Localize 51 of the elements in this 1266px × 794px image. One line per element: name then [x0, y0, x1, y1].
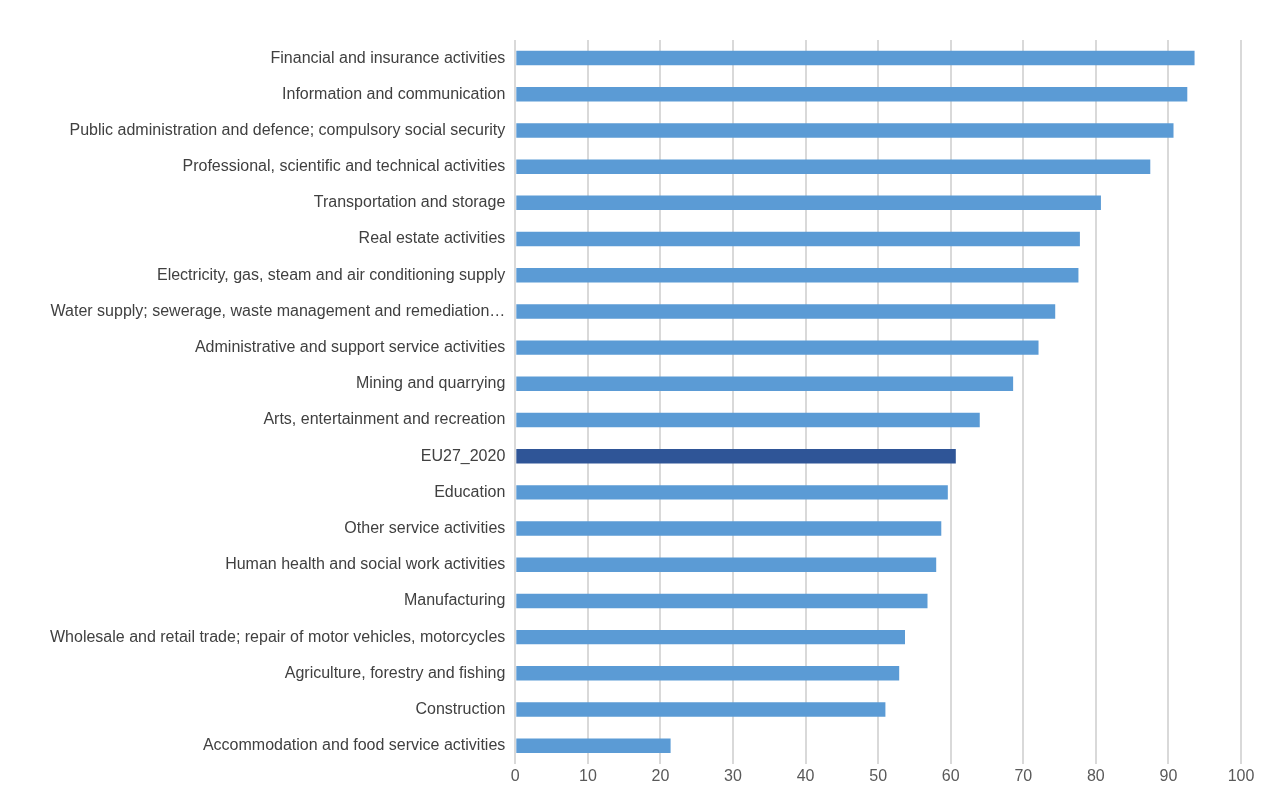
bar	[516, 87, 1188, 102]
y-tick-label: Transportation and storage	[313, 193, 506, 211]
bar	[516, 340, 1039, 355]
bar	[516, 304, 1056, 319]
bar	[516, 123, 1174, 138]
bar	[516, 412, 980, 428]
x-tick-label: 90	[1159, 766, 1178, 784]
bar	[516, 195, 1101, 211]
bar	[516, 666, 900, 681]
x-tick-label: 70	[1014, 766, 1033, 784]
bar	[516, 231, 1080, 247]
y-tick-label: EU27_2020	[420, 446, 506, 465]
y-tick-label: Human health and social work activities	[225, 555, 506, 573]
y-tick-label: Financial and insurance activities	[270, 48, 506, 66]
y-tick-label: Arts, entertainment and recreation	[263, 410, 506, 428]
y-tick-label: Water supply; sewerage, waste management and remediation…	[50, 301, 506, 319]
y-tick-label: Professional, scientific and technical activities	[182, 157, 506, 175]
bar	[516, 557, 937, 572]
y-tick-label: Information and communication	[282, 84, 506, 102]
y-tick-label: Public administration and defence; compulsory social security	[69, 120, 506, 138]
bar	[516, 159, 1151, 174]
bar	[516, 448, 956, 464]
y-tick-label: Mining and quarrying	[355, 374, 506, 392]
bar	[516, 702, 886, 717]
x-tick-label: 100	[1227, 766, 1255, 784]
x-tick-label: 50	[869, 766, 888, 784]
y-tick-label: Manufacturing	[403, 591, 506, 609]
bar	[516, 268, 1079, 283]
bar	[516, 521, 942, 536]
bar	[516, 50, 1195, 66]
x-tick-label: 40	[796, 766, 815, 784]
y-tick-label: Electricity, gas, steam and air conditioning supply	[156, 265, 506, 283]
x-tick-label: 20	[651, 766, 670, 784]
y-tick-label: Construction	[415, 699, 506, 717]
bar	[516, 485, 948, 500]
x-tick-label: 60	[941, 766, 960, 784]
x-tick-label: 0	[510, 766, 520, 784]
bar	[516, 593, 928, 609]
x-tick-label: 30	[724, 766, 743, 784]
x-tick-label: 80	[1086, 766, 1105, 784]
y-tick-label: Education	[434, 482, 506, 500]
y-tick-label: Agriculture, forestry and fishing	[284, 663, 506, 681]
bar	[516, 629, 905, 645]
bar	[516, 738, 671, 753]
y-tick-label: Other service activities	[344, 518, 506, 536]
y-tick-label: Administrative and support service activities	[194, 338, 506, 356]
bar	[516, 376, 1014, 392]
y-tick-label: Wholesale and retail trade; repair of motor vehicles, motorcycles	[49, 627, 506, 645]
x-tick-label: 10	[578, 766, 597, 784]
y-tick-label: Accommodation and food service activities	[202, 736, 506, 754]
y-tick-label: Real estate activities	[358, 229, 506, 247]
